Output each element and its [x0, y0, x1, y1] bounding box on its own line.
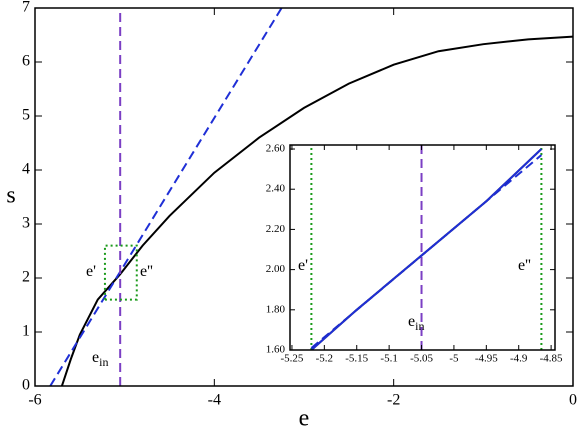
y-tick-label: 2: [22, 269, 30, 286]
y-tick-label: 2.00: [266, 263, 286, 275]
x-tick-label: -4: [208, 392, 221, 409]
line: [60, 35, 573, 386]
y-tick-label: 4: [22, 161, 30, 178]
y-tick-label: 2.60: [266, 143, 286, 155]
annotation-text: e': [86, 263, 96, 280]
x-tick-label: -5.05: [410, 353, 433, 365]
x-tick-label: -2: [387, 392, 400, 409]
x-tick-label: -5.25: [280, 353, 303, 365]
y-tick-label: 6: [22, 53, 30, 70]
annotation-text: e: [92, 349, 99, 366]
x-tick-label: -5.1: [380, 353, 397, 365]
series-group: [49, 8, 573, 386]
line: [310, 148, 543, 350]
annotation-text: e'': [518, 257, 531, 274]
x-tick-label: -4.95: [475, 353, 498, 365]
x-tick-label: -4.85: [540, 353, 563, 365]
annotation-sub: in: [99, 355, 108, 369]
y-tick-label: 2.40: [266, 183, 286, 195]
y-tick-label: 1.60: [266, 344, 286, 356]
y-tick-label: 1.80: [266, 303, 286, 315]
y-tick-label: 3: [22, 215, 30, 232]
x-tick-label: -5.15: [345, 353, 368, 365]
y-tick-label: 2.20: [266, 223, 286, 235]
line: [49, 8, 283, 386]
y-tick-label: 0: [22, 377, 30, 394]
x-axis-label: e: [299, 406, 310, 430]
y-tick-label: 1: [22, 323, 30, 340]
x-tick-label: -4.9: [510, 353, 528, 365]
annotation-text: e': [298, 257, 308, 274]
plot-frame: [34, 7, 574, 387]
x-tick-label: -6: [28, 392, 41, 409]
series-group: [310, 145, 543, 350]
x-tick-label: -5.2: [316, 353, 333, 365]
annotation: ein: [92, 349, 108, 369]
y-tick-label: 5: [22, 107, 30, 124]
annotation-text: e'': [140, 263, 153, 280]
annotation-sub: in: [415, 319, 424, 333]
x-tick-label: -5: [449, 353, 459, 365]
x-tick-label: 0: [569, 392, 577, 409]
y-tick-label: 7: [22, 0, 30, 16]
y-axis-label: s: [6, 183, 15, 209]
plot-frame: [289, 144, 556, 351]
annotation: e'': [140, 263, 153, 280]
annotation: e'': [518, 257, 531, 274]
line: [103, 244, 138, 301]
annotation: ein: [408, 313, 424, 333]
annotation: e': [86, 263, 96, 280]
annotation-text: e: [408, 313, 415, 330]
annotation: e': [298, 257, 308, 274]
